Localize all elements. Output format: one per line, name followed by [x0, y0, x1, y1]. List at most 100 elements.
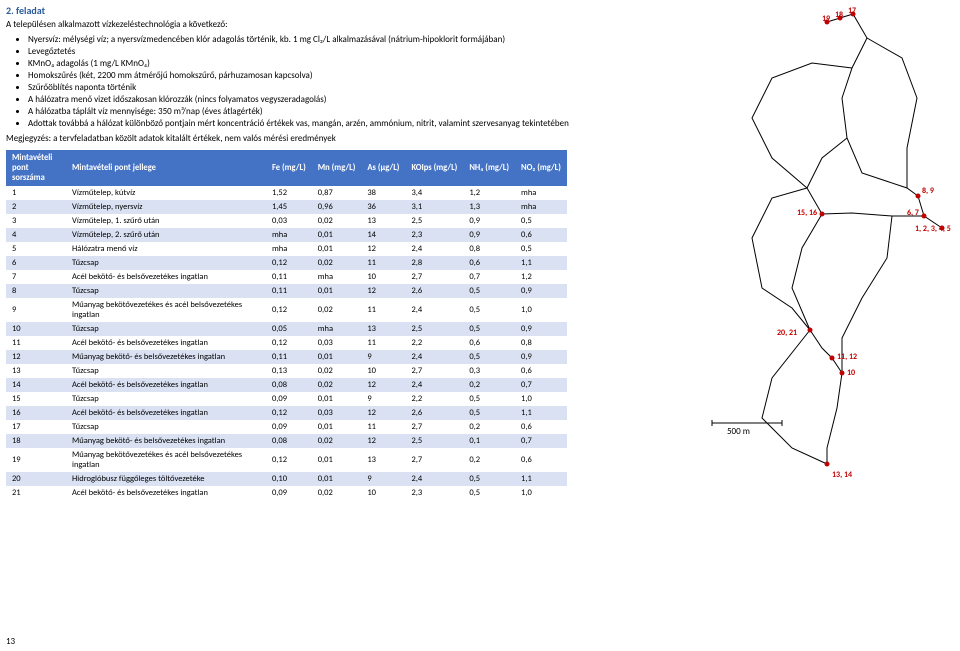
table-cell: 0,87	[312, 186, 362, 200]
map-point-label: 20, 21	[777, 328, 797, 338]
table-cell: 0,03	[312, 336, 362, 350]
table-cell: 19	[6, 448, 66, 472]
table-cell: 2,4	[405, 242, 463, 256]
table-cell: 12	[361, 378, 405, 392]
table-cell: 0,7	[463, 270, 515, 284]
table-row: 1Vízműtelep, kútvíz1,520,87383,41,2mha	[6, 186, 567, 200]
table-row: 5Hálózatra menő vízmha0,01122,40,80,5	[6, 242, 567, 256]
table-cell: 13	[361, 322, 405, 336]
table-cell: 1,0	[515, 298, 567, 322]
table-cell: 2,3	[405, 486, 463, 500]
table-header-row: Mintavételi pont sorszámaMintavételi pon…	[6, 150, 567, 186]
table-cell: 9	[361, 472, 405, 486]
table-cell: 1,0	[515, 392, 567, 406]
table-cell: 0,8	[515, 336, 567, 350]
table-cell: Tűzcsap	[66, 392, 266, 406]
map-point-label: 15, 16	[797, 208, 817, 218]
sample-points	[808, 12, 945, 467]
map-point-label: 18	[835, 10, 843, 20]
table-cell: 1,45	[266, 200, 312, 214]
table-row: 17Tűzcsap0,090,01112,70,20,6	[6, 420, 567, 434]
table-cell: Tűzcsap	[66, 420, 266, 434]
table-cell: 0,5	[463, 322, 515, 336]
table-cell: 20	[6, 472, 66, 486]
table-cell: Vízműtelep, 1. szűrő után	[66, 214, 266, 228]
table-row: 3Vízműtelep, 1. szűrő után0,030,02132,50…	[6, 214, 567, 228]
table-cell: 3	[6, 214, 66, 228]
table-cell: 9	[6, 298, 66, 322]
table-cell: 0,9	[515, 350, 567, 364]
table-cell: Tűzcsap	[66, 322, 266, 336]
table-cell: 14	[6, 378, 66, 392]
table-cell: 0,5	[515, 214, 567, 228]
table-cell: 1,2	[463, 186, 515, 200]
table-cell: 0,01	[312, 284, 362, 298]
table-cell: 0,12	[266, 298, 312, 322]
table-cell: 0,11	[266, 270, 312, 284]
table-row: 6Tűzcsap0,120,02112,80,61,1	[6, 256, 567, 270]
table-cell: 0,02	[312, 486, 362, 500]
table-cell: 2,6	[405, 284, 463, 298]
table-cell: 2,4	[405, 378, 463, 392]
table-cell: 0,01	[312, 472, 362, 486]
table-cell: 0,08	[266, 434, 312, 448]
table-cell: Műanyag bekötővezetékes és acél belsővez…	[66, 448, 266, 472]
table-row: 2Vízműtelep, nyersvíz1,450,96363,11,3mha	[6, 200, 567, 214]
table-cell: 16	[6, 406, 66, 420]
table-cell: 11	[361, 298, 405, 322]
table-cell: 0,08	[266, 378, 312, 392]
table-cell: 1,1	[515, 472, 567, 486]
table-cell: 2,7	[405, 364, 463, 378]
table-row: 21Acél bekötő- és belsővezetékes ingatla…	[6, 486, 567, 500]
table-cell: 0,01	[312, 350, 362, 364]
table-cell: 0,12	[266, 256, 312, 270]
table-cell: 36	[361, 200, 405, 214]
table-cell: 0,7	[515, 378, 567, 392]
table-cell: 1,2	[515, 270, 567, 284]
table-cell: 0,02	[312, 434, 362, 448]
table-cell: 0,13	[266, 364, 312, 378]
table-row: 11Acél bekötő- és belsővezetékes ingatla…	[6, 336, 567, 350]
table-cell: 0,09	[266, 420, 312, 434]
table-cell: 1,1	[515, 406, 567, 420]
table-cell: 2,7	[405, 420, 463, 434]
table-cell: 0,3	[463, 364, 515, 378]
table-cell: 2,5	[405, 214, 463, 228]
table-cell: 13	[361, 214, 405, 228]
table-row: 19Műanyag bekötővezetékes és acél belsőv…	[6, 448, 567, 472]
table-cell: Tűzcsap	[66, 256, 266, 270]
table-body: 1Vízműtelep, kútvíz1,520,87383,41,2mha2V…	[6, 186, 567, 500]
map-point-label: 8, 9	[922, 186, 934, 196]
table-cell: mha	[266, 228, 312, 242]
table-row: 20Hidroglóbusz függőleges töltővezetéke0…	[6, 472, 567, 486]
table-cell: 2,4	[405, 350, 463, 364]
table-header-cell: KOIps (mg/L)	[405, 150, 463, 186]
table-cell: 0,01	[312, 448, 362, 472]
table-cell: 2,8	[405, 256, 463, 270]
table-cell: Acél bekötő- és belsővezetékes ingatlan	[66, 336, 266, 350]
table-cell: 21	[6, 486, 66, 500]
table-row: 8Tűzcsap0,110,01122,60,50,9	[6, 284, 567, 298]
table-row: 4Vízműtelep, 2. szűrő utánmha0,01142,30,…	[6, 228, 567, 242]
table-cell: 10	[361, 486, 405, 500]
table-cell: 3,1	[405, 200, 463, 214]
table-cell: 0,5	[463, 392, 515, 406]
table-cell: 5	[6, 242, 66, 256]
measurement-table: Mintavételi pont sorszámaMintavételi pon…	[6, 150, 567, 500]
table-cell: 9	[361, 392, 405, 406]
table-row: 18Műanyag bekötő- és belsővezetékes inga…	[6, 434, 567, 448]
table-cell: mha	[312, 270, 362, 284]
table-cell: 0,12	[266, 406, 312, 420]
table-row: 10Tűzcsap0,05mha132,50,50,9	[6, 322, 567, 336]
table-cell: 15	[6, 392, 66, 406]
table-row: 12Műanyag bekötő- és belsővezetékes inga…	[6, 350, 567, 364]
table-cell: 17	[6, 420, 66, 434]
table-cell: 2,7	[405, 270, 463, 284]
table-cell: Vízműtelep, nyersvíz	[66, 200, 266, 214]
table-cell: 0,5	[463, 406, 515, 420]
table-cell: 0,2	[463, 448, 515, 472]
table-cell: 0,9	[515, 322, 567, 336]
table-cell: 0,5	[463, 472, 515, 486]
table-cell: 0,8	[463, 242, 515, 256]
table-cell: 0,1	[463, 434, 515, 448]
